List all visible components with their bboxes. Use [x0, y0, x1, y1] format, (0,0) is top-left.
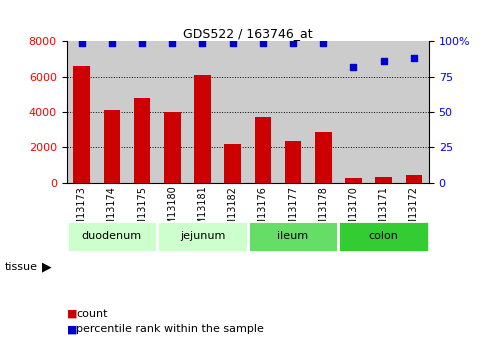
Bar [164, 112, 180, 183]
Bar [104, 110, 120, 183]
Bar [338, 221, 429, 252]
Bar [248, 221, 338, 252]
Point [78, 40, 86, 46]
Point [319, 40, 327, 46]
Bar [194, 75, 211, 183]
Bar [97, 41, 127, 183]
Point [108, 40, 116, 46]
Point [138, 40, 146, 46]
Bar [157, 41, 187, 183]
Text: ■: ■ [67, 309, 77, 319]
Bar [368, 41, 399, 183]
Bar [315, 132, 331, 183]
Point [350, 64, 357, 70]
Bar [338, 41, 368, 183]
Bar [285, 141, 301, 183]
Bar [127, 41, 157, 183]
Bar [399, 41, 429, 183]
Text: percentile rank within the sample: percentile rank within the sample [76, 325, 264, 334]
Point [199, 40, 207, 46]
Text: ▶: ▶ [42, 261, 52, 274]
Point [380, 58, 387, 64]
Text: duodenum: duodenum [82, 231, 142, 241]
Bar [224, 144, 241, 183]
Text: jejunum: jejunum [180, 231, 225, 241]
Bar [67, 41, 97, 183]
Text: ■: ■ [67, 325, 77, 334]
Point [410, 56, 418, 61]
Bar [375, 177, 392, 183]
Text: count: count [76, 309, 108, 319]
Bar [187, 41, 217, 183]
Bar [73, 66, 90, 183]
Bar [157, 221, 248, 252]
Bar [67, 221, 157, 252]
Bar [308, 41, 338, 183]
Bar [278, 41, 308, 183]
Point [259, 40, 267, 46]
Text: tissue: tissue [5, 263, 38, 272]
Bar [406, 175, 422, 183]
Bar [134, 98, 150, 183]
Bar [217, 41, 247, 183]
Bar [345, 178, 362, 183]
Bar [248, 41, 278, 183]
Text: ileum: ileum [278, 231, 309, 241]
Text: colon: colon [369, 231, 398, 241]
Point [229, 40, 237, 46]
Point [289, 40, 297, 46]
Bar [254, 117, 271, 183]
Title: GDS522 / 163746_at: GDS522 / 163746_at [183, 27, 313, 40]
Point [168, 40, 176, 46]
